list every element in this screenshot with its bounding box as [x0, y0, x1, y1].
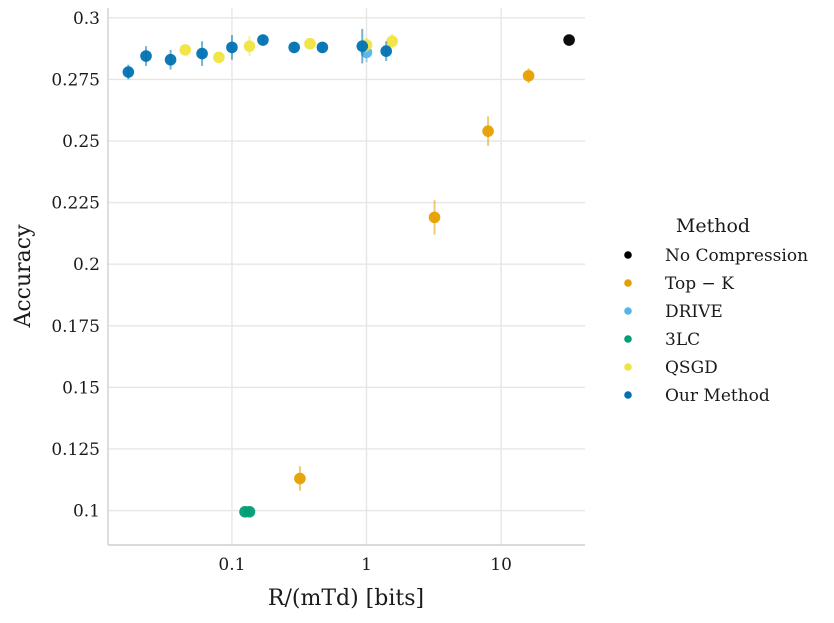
y-tick-label: 0.225 [51, 194, 100, 214]
y-tick-label: 0.1 [73, 502, 100, 522]
legend-item: Our Method [624, 386, 770, 406]
y-tick-label: 0.275 [51, 70, 100, 90]
data-point [213, 51, 225, 64]
legend-item: Top − K [624, 274, 734, 294]
legend-label: DRIVE [665, 302, 723, 322]
series-our-method [122, 28, 392, 80]
series-3lc [239, 505, 256, 518]
legend-label: Top − K [665, 274, 734, 294]
data-point [428, 211, 441, 224]
data-point [356, 40, 369, 52]
data-point [179, 44, 192, 56]
x-tick-label: 10 [490, 555, 512, 575]
legend-marker [624, 251, 632, 259]
data-point [386, 35, 398, 48]
data-point [304, 37, 316, 50]
legend-item: DRIVE [624, 302, 723, 322]
data-point [522, 69, 535, 82]
x-tick-label: 0.1 [218, 555, 245, 575]
y-tick-label: 0.2 [73, 255, 100, 275]
data-point [243, 40, 256, 52]
legend-marker [624, 363, 632, 371]
data-point [257, 34, 269, 46]
legend: Method No Compression Top − K DRIVE 3LC QSGD… [624, 215, 808, 406]
legend-marker [624, 307, 632, 315]
legend-label: QSGD [665, 358, 718, 378]
data-point [140, 50, 152, 62]
data-point [316, 41, 329, 54]
legend-label: No Compression [665, 246, 808, 266]
x-axis-title: R/(mTd) [bits] [268, 586, 424, 611]
y-tick-label: 0.125 [51, 440, 100, 460]
legend-item: No Compression [624, 246, 808, 266]
y-tick-label: 0.15 [62, 378, 100, 398]
data-point [380, 45, 392, 57]
data-point [482, 125, 494, 137]
series-no-compression [563, 34, 575, 46]
y-tick-label: 0.175 [51, 317, 100, 337]
legend-marker [624, 279, 632, 287]
legend-items: No Compression Top − K DRIVE 3LC QSGD Our Met… [624, 246, 808, 406]
data-point [122, 66, 135, 78]
legend-marker [624, 335, 632, 343]
axes [107, 8, 585, 546]
legend-item: QSGD [624, 358, 718, 378]
grid [108, 8, 585, 545]
data-point [288, 41, 300, 54]
data-point [196, 47, 208, 60]
series-qsgd [179, 33, 398, 64]
y-tick-label: 0.3 [73, 9, 100, 29]
tick-labels: 0.1 0.125 0.15 0.175 0.2 0.225 0.25 0.275 0.3 0.1… [51, 9, 512, 575]
data-points [122, 28, 575, 518]
data-point [164, 53, 177, 66]
y-tick-label: 0.25 [62, 132, 100, 152]
legend-label: 3LC [665, 330, 700, 350]
data-point [243, 505, 256, 518]
x-tick-label: 1 [361, 555, 372, 575]
legend-item: 3LC [624, 330, 700, 350]
y-axis-title: Accuracy [11, 224, 36, 329]
data-point [294, 472, 306, 485]
series-top-k [294, 68, 535, 491]
legend-label: Our Method [665, 386, 770, 406]
data-point [226, 41, 238, 54]
legend-marker [624, 391, 632, 399]
data-point [563, 34, 575, 46]
legend-title: Method [676, 215, 750, 237]
